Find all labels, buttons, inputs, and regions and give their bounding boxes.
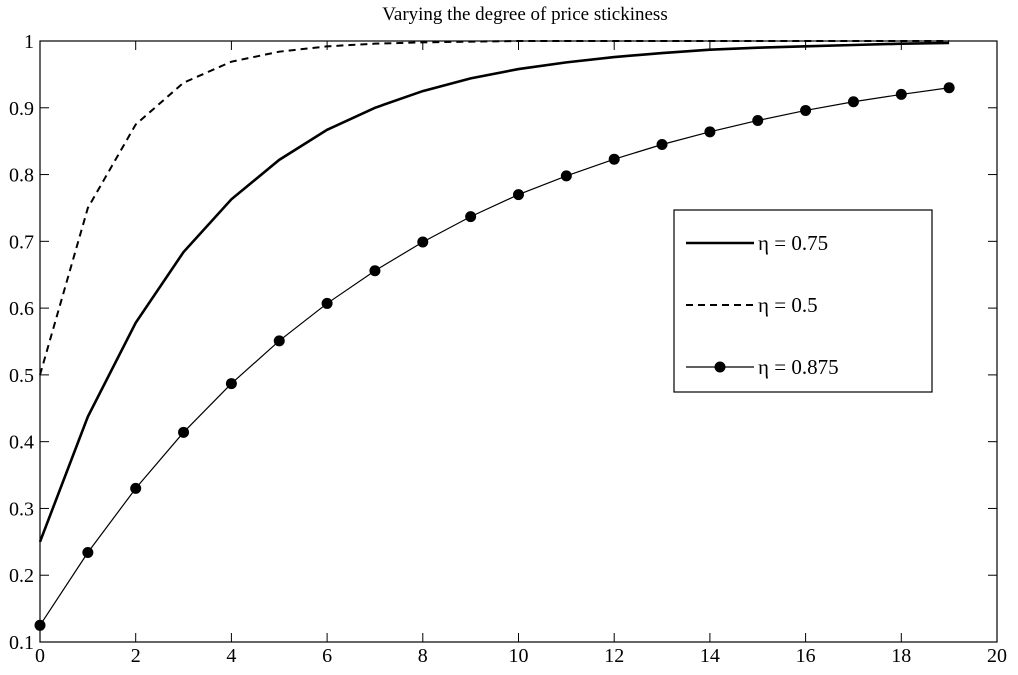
data-point <box>847 96 859 108</box>
data-point <box>273 335 285 347</box>
x-tick-label: 6 <box>322 645 332 667</box>
legend-box <box>673 209 933 393</box>
chart-title: Varying the degree of price stickiness <box>382 4 667 25</box>
data-point <box>417 236 429 248</box>
y-tick-label: 1 <box>24 31 34 53</box>
y-tick-label: 0.2 <box>9 565 34 587</box>
data-point <box>465 211 477 223</box>
x-tick-label: 12 <box>604 645 624 667</box>
data-point <box>130 482 142 494</box>
y-tick-label: 0.4 <box>9 432 34 454</box>
data-point <box>369 265 381 277</box>
x-tick-label: 18 <box>891 645 911 667</box>
x-tick-label: 20 <box>987 645 1007 667</box>
data-point <box>752 114 764 126</box>
legend-label-3: η = 0.875 <box>758 355 839 379</box>
y-tick-label: 0.9 <box>9 98 34 120</box>
y-tick-label: 0.3 <box>9 498 34 520</box>
data-point <box>321 297 333 309</box>
data-point <box>704 126 716 138</box>
data-point <box>178 426 190 438</box>
y-tick-label: 0.8 <box>9 165 34 187</box>
data-point <box>656 139 668 151</box>
y-tick-label: 0.1 <box>9 632 34 654</box>
x-tick-label: 14 <box>700 645 720 667</box>
legend-label-1: η = 0.75 <box>758 231 828 255</box>
data-point <box>225 378 237 390</box>
data-point <box>608 153 620 165</box>
x-tick-label: 16 <box>796 645 816 667</box>
data-point <box>800 104 812 116</box>
x-tick-label: 4 <box>226 645 236 667</box>
legend-label-2: η = 0.5 <box>758 293 818 317</box>
data-point <box>560 170 572 182</box>
series-line-3 <box>39 87 950 626</box>
x-tick-label: 8 <box>418 645 428 667</box>
legend-marker <box>714 361 726 373</box>
data-point <box>513 189 524 201</box>
series-line-1 <box>38 41 950 543</box>
x-tick-label: 0 <box>35 645 45 667</box>
data-point <box>943 82 955 94</box>
data-point <box>82 547 94 559</box>
data-point <box>895 88 907 100</box>
y-tick-label: 0.7 <box>9 231 34 253</box>
x-tick-label: 10 <box>509 645 529 667</box>
legend: η = 0.75 η = 0.5 η = 0.875 <box>673 209 933 393</box>
x-tick-label: 2 <box>131 645 141 667</box>
y-tick-label: 0.6 <box>9 298 34 320</box>
y-tick-label: 0.5 <box>9 365 34 387</box>
